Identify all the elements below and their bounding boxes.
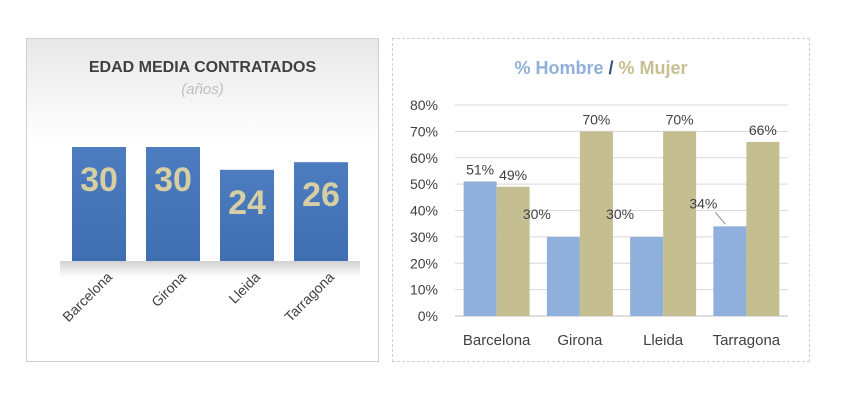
bar-shadow [60,261,360,277]
y-tick-label: 0% [418,308,438,324]
left-bar-barcelona [72,147,126,261]
leader-line [714,212,726,225]
left-data-label: 24 [228,184,266,222]
left-bar-girona [146,147,200,261]
bar-hombre-girona [546,236,580,316]
data-label: 49% [499,167,527,183]
bar-mujer-barcelona [496,186,530,316]
bar-mujer-tarragona [746,141,780,316]
bar-hombre-barcelona [463,181,497,316]
left-data-label: 26 [302,176,340,214]
data-label: 30% [606,206,634,222]
y-tick-label: 50% [410,176,438,192]
title-separator: / [608,58,614,78]
y-tick-label: 80% [410,97,438,113]
data-label: 30% [523,206,551,222]
left-category-label: Barcelona [59,269,115,325]
right-chart-title: % Hombre / % Mujer [393,58,809,79]
x-category-label: Tarragona [713,332,781,349]
y-tick-label: 20% [410,255,438,271]
bar-hombre-lleida [630,236,664,316]
left-chart-subtitle: (años) [181,81,224,98]
y-tick-label: 10% [410,282,438,298]
data-label: 51% [466,161,494,177]
y-tick-label: 40% [410,203,438,219]
left-bar-tarragona [294,162,348,261]
left-data-label: 30 [154,161,192,199]
bar-mujer-lleida [663,131,697,316]
x-category-label: Barcelona [463,332,531,349]
bar-mujer-girona [579,131,613,316]
left-bar-lleida [220,169,274,261]
data-label: 70% [582,111,610,127]
title-hombre: % Hombre [514,58,604,78]
bar-hombre-tarragona [713,226,747,316]
data-label: 34% [689,195,717,211]
title-mujer: % Mujer [618,58,688,78]
left-chart-title: EDAD MEDIA CONTRATADOS [88,59,317,76]
y-tick-label: 60% [410,150,438,166]
data-label: 66% [749,122,777,138]
left-category-label: Tarragona [281,269,337,325]
y-tick-label: 70% [410,123,438,139]
x-category-label: Lleida [643,332,684,349]
y-tick-label: 30% [410,229,438,245]
data-label: 70% [666,111,694,127]
left-data-label: 30 [80,161,118,199]
x-category-label: Girona [557,332,603,349]
